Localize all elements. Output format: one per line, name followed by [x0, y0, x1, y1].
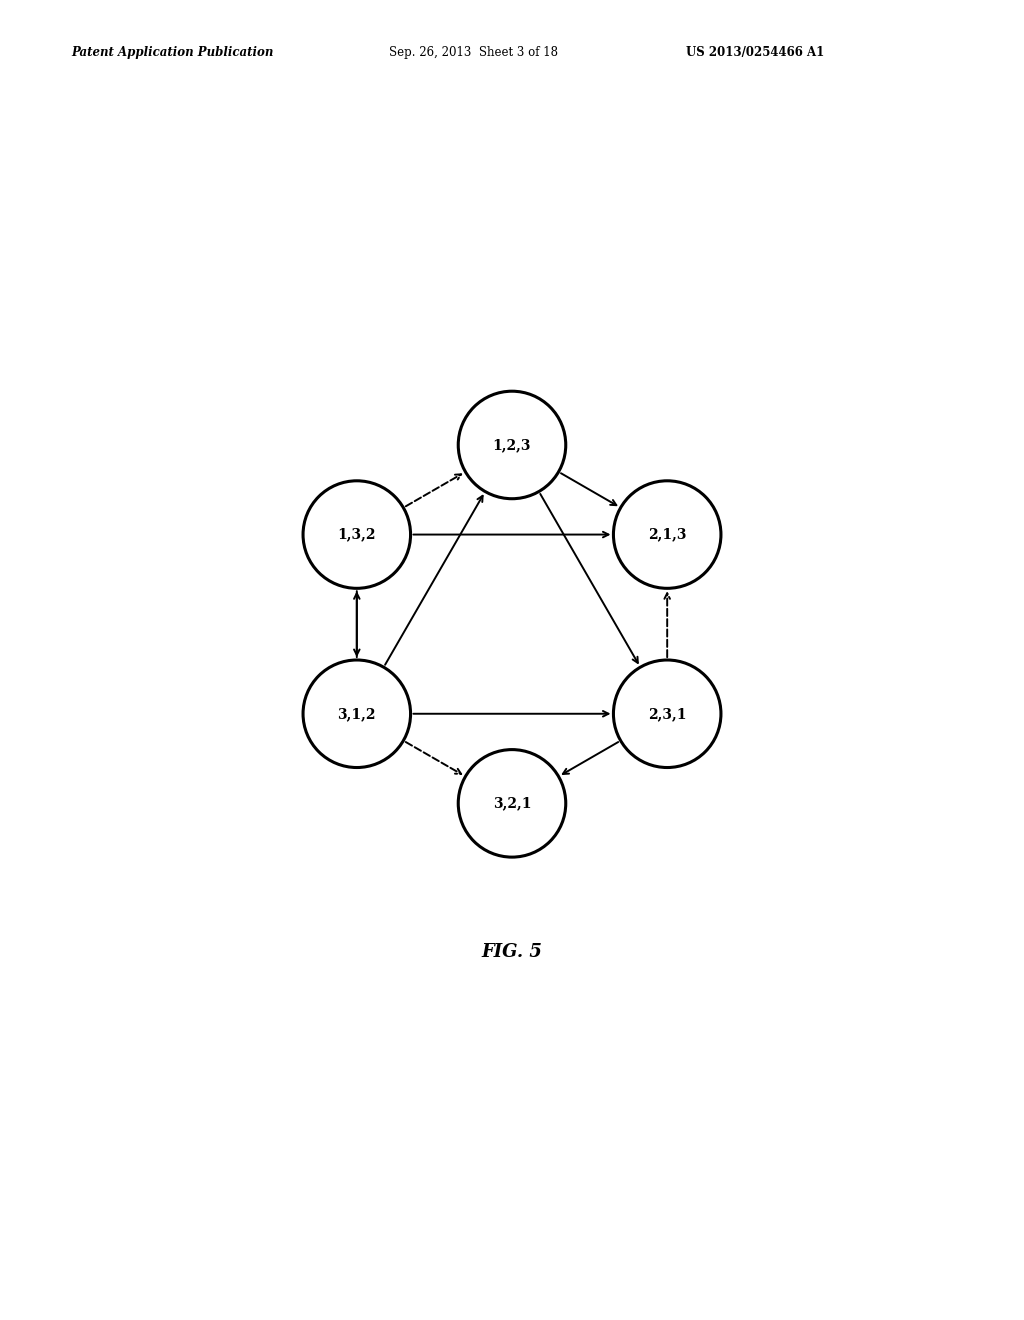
Text: FIG. 5: FIG. 5 [481, 942, 543, 961]
Text: US 2013/0254466 A1: US 2013/0254466 A1 [686, 46, 824, 59]
Circle shape [303, 480, 411, 589]
Text: 2,1,3: 2,1,3 [648, 528, 686, 541]
Circle shape [303, 660, 411, 767]
Text: 1,2,3: 1,2,3 [493, 438, 531, 451]
Text: 3,2,1: 3,2,1 [493, 796, 531, 810]
Circle shape [613, 660, 721, 767]
Circle shape [459, 750, 565, 857]
Circle shape [613, 480, 721, 589]
Text: Patent Application Publication: Patent Application Publication [72, 46, 274, 59]
Text: 1,3,2: 1,3,2 [338, 528, 376, 541]
Text: Sep. 26, 2013  Sheet 3 of 18: Sep. 26, 2013 Sheet 3 of 18 [389, 46, 558, 59]
Text: 2,3,1: 2,3,1 [648, 706, 686, 721]
Text: 3,1,2: 3,1,2 [338, 706, 376, 721]
Circle shape [459, 391, 565, 499]
